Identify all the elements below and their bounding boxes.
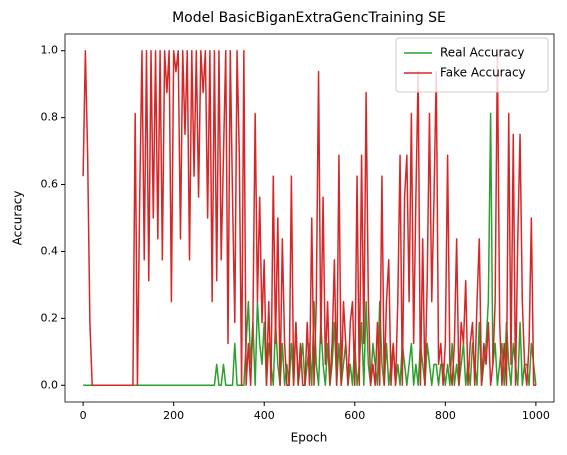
x-axis-label: Epoch [291,431,328,445]
legend: Real Accuracy Fake Accuracy [395,37,549,93]
legend-label: Real Accuracy [440,46,524,60]
x-tick-label: 600 [344,409,365,422]
y-tick-label: 0.0 [41,378,59,391]
y-axis-label: Accuracy [11,191,25,246]
x-tick-label: 200 [163,409,184,422]
x-tick-label: 400 [254,409,275,422]
legend-label: Fake Accuracy [440,66,526,80]
y-tick-label: 0.2 [41,311,59,324]
series-line [82,49,536,387]
y-tick-label: 0.6 [41,178,59,191]
y-tick-label: 0.8 [41,111,59,124]
y-tick-label: 0.4 [41,244,59,257]
plot-frame [64,33,555,403]
chart-title: Model BasicBiganExtraGencTraining SE [172,10,446,26]
x-tick-label: 1000 [522,409,550,422]
x-tick-label: 0 [80,409,87,422]
y-tick-label: 1.0 [41,44,59,57]
x-tick-label: 800 [435,409,456,422]
legend-box [395,37,549,93]
